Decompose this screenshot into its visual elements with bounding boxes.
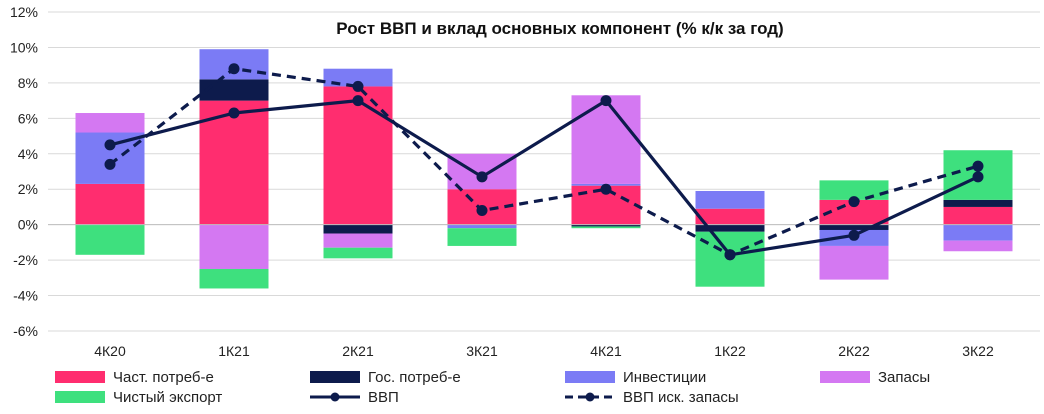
legend: Част. потреб-е Гос. потреб-е Инвестиции Зап… — [55, 369, 930, 406]
y-tick-label: 12% — [10, 4, 38, 20]
legend-swatch — [310, 371, 360, 383]
y-tick-label: 8% — [18, 75, 38, 91]
line-marker — [104, 139, 116, 151]
legend-label: ВВП — [368, 389, 399, 406]
bar-segment-3 — [447, 224, 517, 229]
legend-swatch — [820, 371, 870, 383]
bar-segment-2 — [819, 224, 889, 230]
x-axis-tick-labels: 4К20 1К21 2К21 3К21 4К21 1К22 2К22 3К22 — [94, 343, 994, 359]
bar-segment-5 — [323, 247, 393, 259]
legend-label: Част. потреб-е — [113, 369, 214, 386]
line-series — [104, 63, 984, 261]
bar-segment-1 — [323, 86, 393, 225]
line-marker — [228, 63, 240, 75]
line-marker — [352, 95, 364, 107]
x-tick-label: 3К22 — [962, 343, 994, 359]
bar-segment-2 — [695, 224, 765, 232]
legend-swatch — [565, 371, 615, 383]
line-marker — [476, 171, 488, 183]
x-tick-label: 1К21 — [218, 343, 250, 359]
bar-segment-5 — [199, 268, 269, 289]
bar-segment-5 — [571, 226, 641, 229]
bar-segment-4 — [943, 240, 1013, 252]
y-tick-label: 10% — [10, 39, 38, 55]
legend-label: Инвестиции — [623, 369, 706, 386]
y-axis-tick-labels: -6% -4% -2% 0% 2% 4% 6% 8% 10% 12% — [10, 4, 38, 339]
y-tick-label: 4% — [18, 146, 38, 162]
x-tick-label: 3К21 — [466, 343, 498, 359]
line-marker — [600, 183, 612, 195]
bar-segment-4 — [323, 233, 393, 248]
x-tick-label: 4К21 — [590, 343, 622, 359]
y-tick-label: 2% — [18, 181, 38, 197]
legend-label: Гос. потреб-е — [368, 369, 461, 386]
line-marker — [724, 249, 736, 261]
bar-segment-2 — [571, 224, 641, 227]
line-marker — [600, 95, 612, 107]
bar-segment-3 — [943, 224, 1013, 241]
x-tick-label: 4К20 — [94, 343, 126, 359]
x-tick-label: 2К21 — [342, 343, 374, 359]
bar-segment-2 — [199, 79, 269, 101]
bar-segment-1 — [943, 206, 1013, 225]
y-tick-label: -6% — [13, 323, 38, 339]
legend-marker — [585, 392, 595, 402]
legend-label: ВВП иск. запасы — [623, 389, 739, 406]
y-tick-label: -4% — [13, 288, 38, 304]
line-marker — [352, 80, 364, 92]
bar-segment-4 — [199, 224, 269, 269]
chart-title: Рост ВВП и вклад основных компонент (% к… — [336, 19, 783, 38]
bar-segment-4 — [571, 95, 641, 184]
bar-segment-5 — [447, 228, 517, 246]
x-tick-label: 1К22 — [714, 343, 746, 359]
x-tick-label: 2К22 — [838, 343, 870, 359]
bar-segment-5 — [819, 180, 889, 200]
line-marker — [104, 158, 116, 170]
legend-marker — [330, 392, 340, 402]
line-marker — [476, 204, 488, 216]
y-tick-label: 6% — [18, 110, 38, 126]
bar-segment-2 — [943, 199, 1013, 207]
bar-segment-5 — [75, 224, 145, 255]
y-tick-label: -2% — [13, 252, 38, 268]
bar-segment-4 — [819, 245, 889, 280]
line-marker — [848, 196, 860, 208]
line-marker — [972, 160, 984, 172]
legend-label: Чистый экспорт — [113, 389, 222, 406]
bar-segment-2 — [323, 224, 393, 234]
bar-segment-1 — [199, 100, 269, 225]
legend-swatch — [55, 371, 105, 383]
bar-segment-3 — [323, 68, 393, 87]
gridlines — [48, 11, 1040, 332]
line-marker — [848, 229, 860, 241]
stacked-bars — [75, 49, 1013, 289]
line-marker — [972, 171, 984, 183]
y-tick-label: 0% — [18, 217, 38, 233]
bar-segment-4 — [75, 113, 145, 133]
line-marker — [228, 107, 240, 119]
line-solid — [109, 99, 979, 257]
bar-segment-3 — [695, 190, 765, 209]
legend-swatch — [55, 391, 105, 403]
legend-label: Запасы — [878, 369, 930, 386]
bar-segment-1 — [695, 208, 765, 225]
bar-segment-1 — [75, 183, 145, 225]
